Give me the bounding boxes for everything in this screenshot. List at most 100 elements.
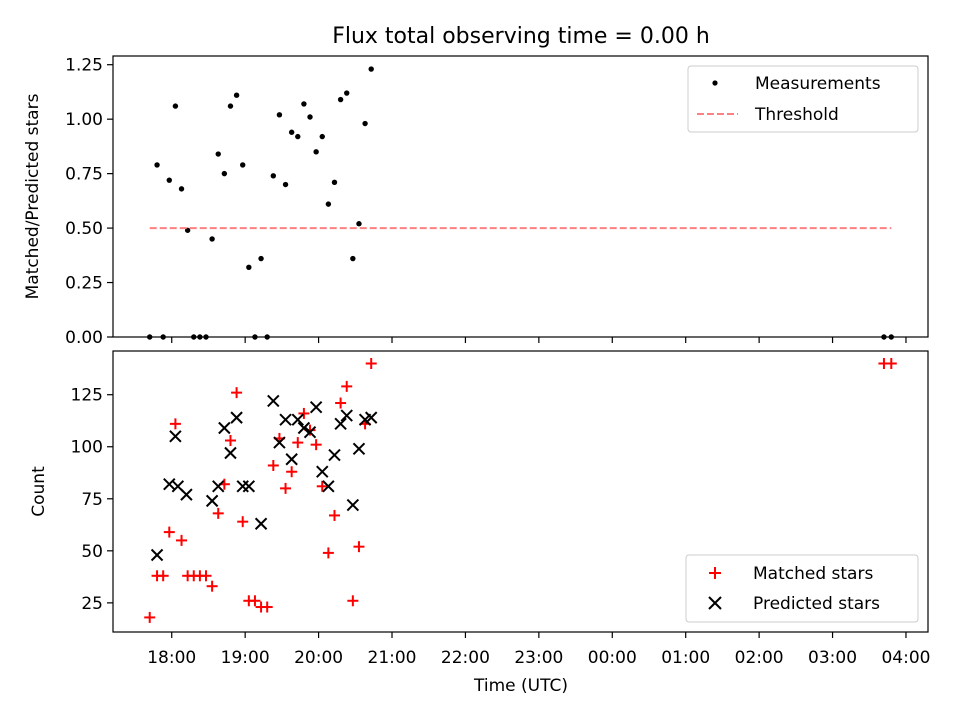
predicted-point bbox=[352, 442, 366, 456]
measurement-point bbox=[301, 101, 307, 107]
matched-point bbox=[310, 439, 322, 451]
matched-point bbox=[353, 541, 365, 553]
y-tick-label: 75 bbox=[81, 490, 103, 510]
y-tick-label: 50 bbox=[81, 542, 103, 562]
count-legend-box bbox=[685, 554, 919, 623]
measurement-point bbox=[215, 151, 221, 157]
matched-point bbox=[341, 380, 353, 392]
x-tick-label: 03:00 bbox=[808, 648, 857, 668]
matched-point bbox=[885, 357, 897, 369]
predicted-point bbox=[297, 421, 311, 435]
measurement-point bbox=[362, 120, 368, 127]
predicted-point bbox=[180, 488, 193, 501]
matched-point bbox=[237, 516, 249, 528]
measurement-point bbox=[227, 103, 234, 109]
matched-point bbox=[280, 482, 292, 494]
predicted-point bbox=[346, 498, 360, 512]
ratio-panel: 0.00 0.25 0.50 0.75 1.00 1.25 Matched/Predict… bbox=[23, 55, 929, 348]
measurement-point bbox=[288, 129, 295, 135]
count-plot-area bbox=[144, 357, 897, 623]
legend-threshold-label: Threshold bbox=[754, 105, 839, 125]
measurement-point bbox=[307, 114, 313, 120]
measurement-point bbox=[270, 173, 277, 179]
ratio-legend: Measurements Threshold bbox=[687, 65, 919, 133]
predicted-point bbox=[150, 548, 164, 562]
measurement-point bbox=[350, 255, 356, 262]
matched-point bbox=[365, 357, 377, 369]
matched-point bbox=[249, 595, 261, 607]
y-tick-label: 0.00 bbox=[65, 328, 103, 348]
matched-point bbox=[335, 397, 347, 409]
x-tick-label: 19:00 bbox=[221, 648, 270, 668]
legend-measurements-marker bbox=[712, 80, 718, 86]
y-tick-label: 1.00 bbox=[65, 110, 103, 130]
count-panel: 25 50 75 100 125 18:00 19:00 20:00 21:00 22:00 23… bbox=[29, 350, 930, 668]
matched-point bbox=[347, 595, 359, 607]
measurement-point bbox=[178, 186, 185, 192]
legend-predicted-label: Predicted stars bbox=[753, 594, 880, 614]
predicted-point bbox=[273, 436, 286, 449]
matched-point bbox=[157, 570, 169, 582]
x-tick-label: 22:00 bbox=[441, 648, 490, 668]
predicted-point bbox=[303, 425, 317, 439]
y-tick-label: 1.25 bbox=[65, 56, 103, 76]
measurement-point bbox=[368, 66, 374, 72]
measurement-point bbox=[221, 170, 228, 177]
ratio-axes-frame bbox=[112, 55, 929, 338]
matched-point bbox=[298, 407, 310, 419]
x-tick-label: 18:00 bbox=[147, 648, 196, 668]
predicted-point bbox=[322, 480, 335, 493]
chart-title: Flux total observing time = 0.00 h bbox=[332, 24, 710, 49]
measurement-point bbox=[154, 162, 160, 168]
predicted-point bbox=[279, 413, 292, 426]
ratio-legend-box bbox=[687, 65, 919, 133]
matched-point bbox=[200, 570, 212, 582]
predicted-point bbox=[212, 480, 225, 493]
measurement-point bbox=[313, 149, 319, 155]
matched-point bbox=[286, 466, 298, 478]
matched-point bbox=[169, 418, 181, 430]
count-x-axis: 18:00 19:00 20:00 21:00 22:00 23:00 00:00 01:00… bbox=[147, 632, 930, 668]
measurement-point bbox=[166, 177, 172, 183]
ratio-x-ticks bbox=[171, 337, 907, 343]
predicted-point bbox=[309, 400, 323, 414]
legend-measurements-label: Measurements bbox=[755, 74, 881, 94]
y-tick-label: 0.75 bbox=[65, 165, 103, 185]
predicted-point bbox=[328, 448, 341, 462]
matched-point bbox=[292, 437, 304, 449]
measurement-point bbox=[337, 96, 344, 103]
measurement-point bbox=[282, 181, 289, 188]
measurement-point bbox=[209, 236, 215, 242]
measurement-point bbox=[356, 221, 362, 227]
x-tick-label: 01:00 bbox=[661, 648, 710, 668]
measurement-point bbox=[172, 103, 179, 109]
x-tick-label: 23:00 bbox=[514, 648, 563, 668]
ratio-plot-area bbox=[147, 66, 894, 340]
x-tick-label: 02:00 bbox=[735, 648, 784, 668]
predicted-point bbox=[364, 411, 378, 424]
x-tick-label: 21:00 bbox=[368, 648, 417, 668]
matched-point bbox=[261, 601, 273, 613]
measurement-point bbox=[344, 90, 350, 96]
count-axes-frame bbox=[112, 350, 929, 633]
matched-point bbox=[206, 580, 218, 592]
measurement-point bbox=[246, 264, 252, 270]
matched-point bbox=[224, 435, 236, 447]
x-tick-label: 20:00 bbox=[294, 648, 343, 668]
ratio-y-axis-label: Matched/Predicted stars bbox=[23, 93, 43, 299]
legend-matched-label: Matched stars bbox=[753, 564, 873, 584]
count-y-axis: 25 50 75 100 125 bbox=[71, 386, 113, 614]
measurement-point bbox=[240, 162, 246, 168]
measurement-point bbox=[258, 255, 264, 262]
predicted-point bbox=[169, 430, 182, 443]
predicted-point bbox=[316, 465, 329, 478]
legend-matched-marker bbox=[709, 567, 721, 579]
y-tick-label: 125 bbox=[71, 386, 103, 406]
predicted-point bbox=[205, 494, 219, 508]
predicted-point bbox=[291, 413, 304, 426]
predicted-point bbox=[285, 453, 298, 466]
x-tick-label: 04:00 bbox=[881, 648, 930, 668]
predicted-point bbox=[242, 480, 256, 493]
predicted-point bbox=[267, 394, 280, 408]
